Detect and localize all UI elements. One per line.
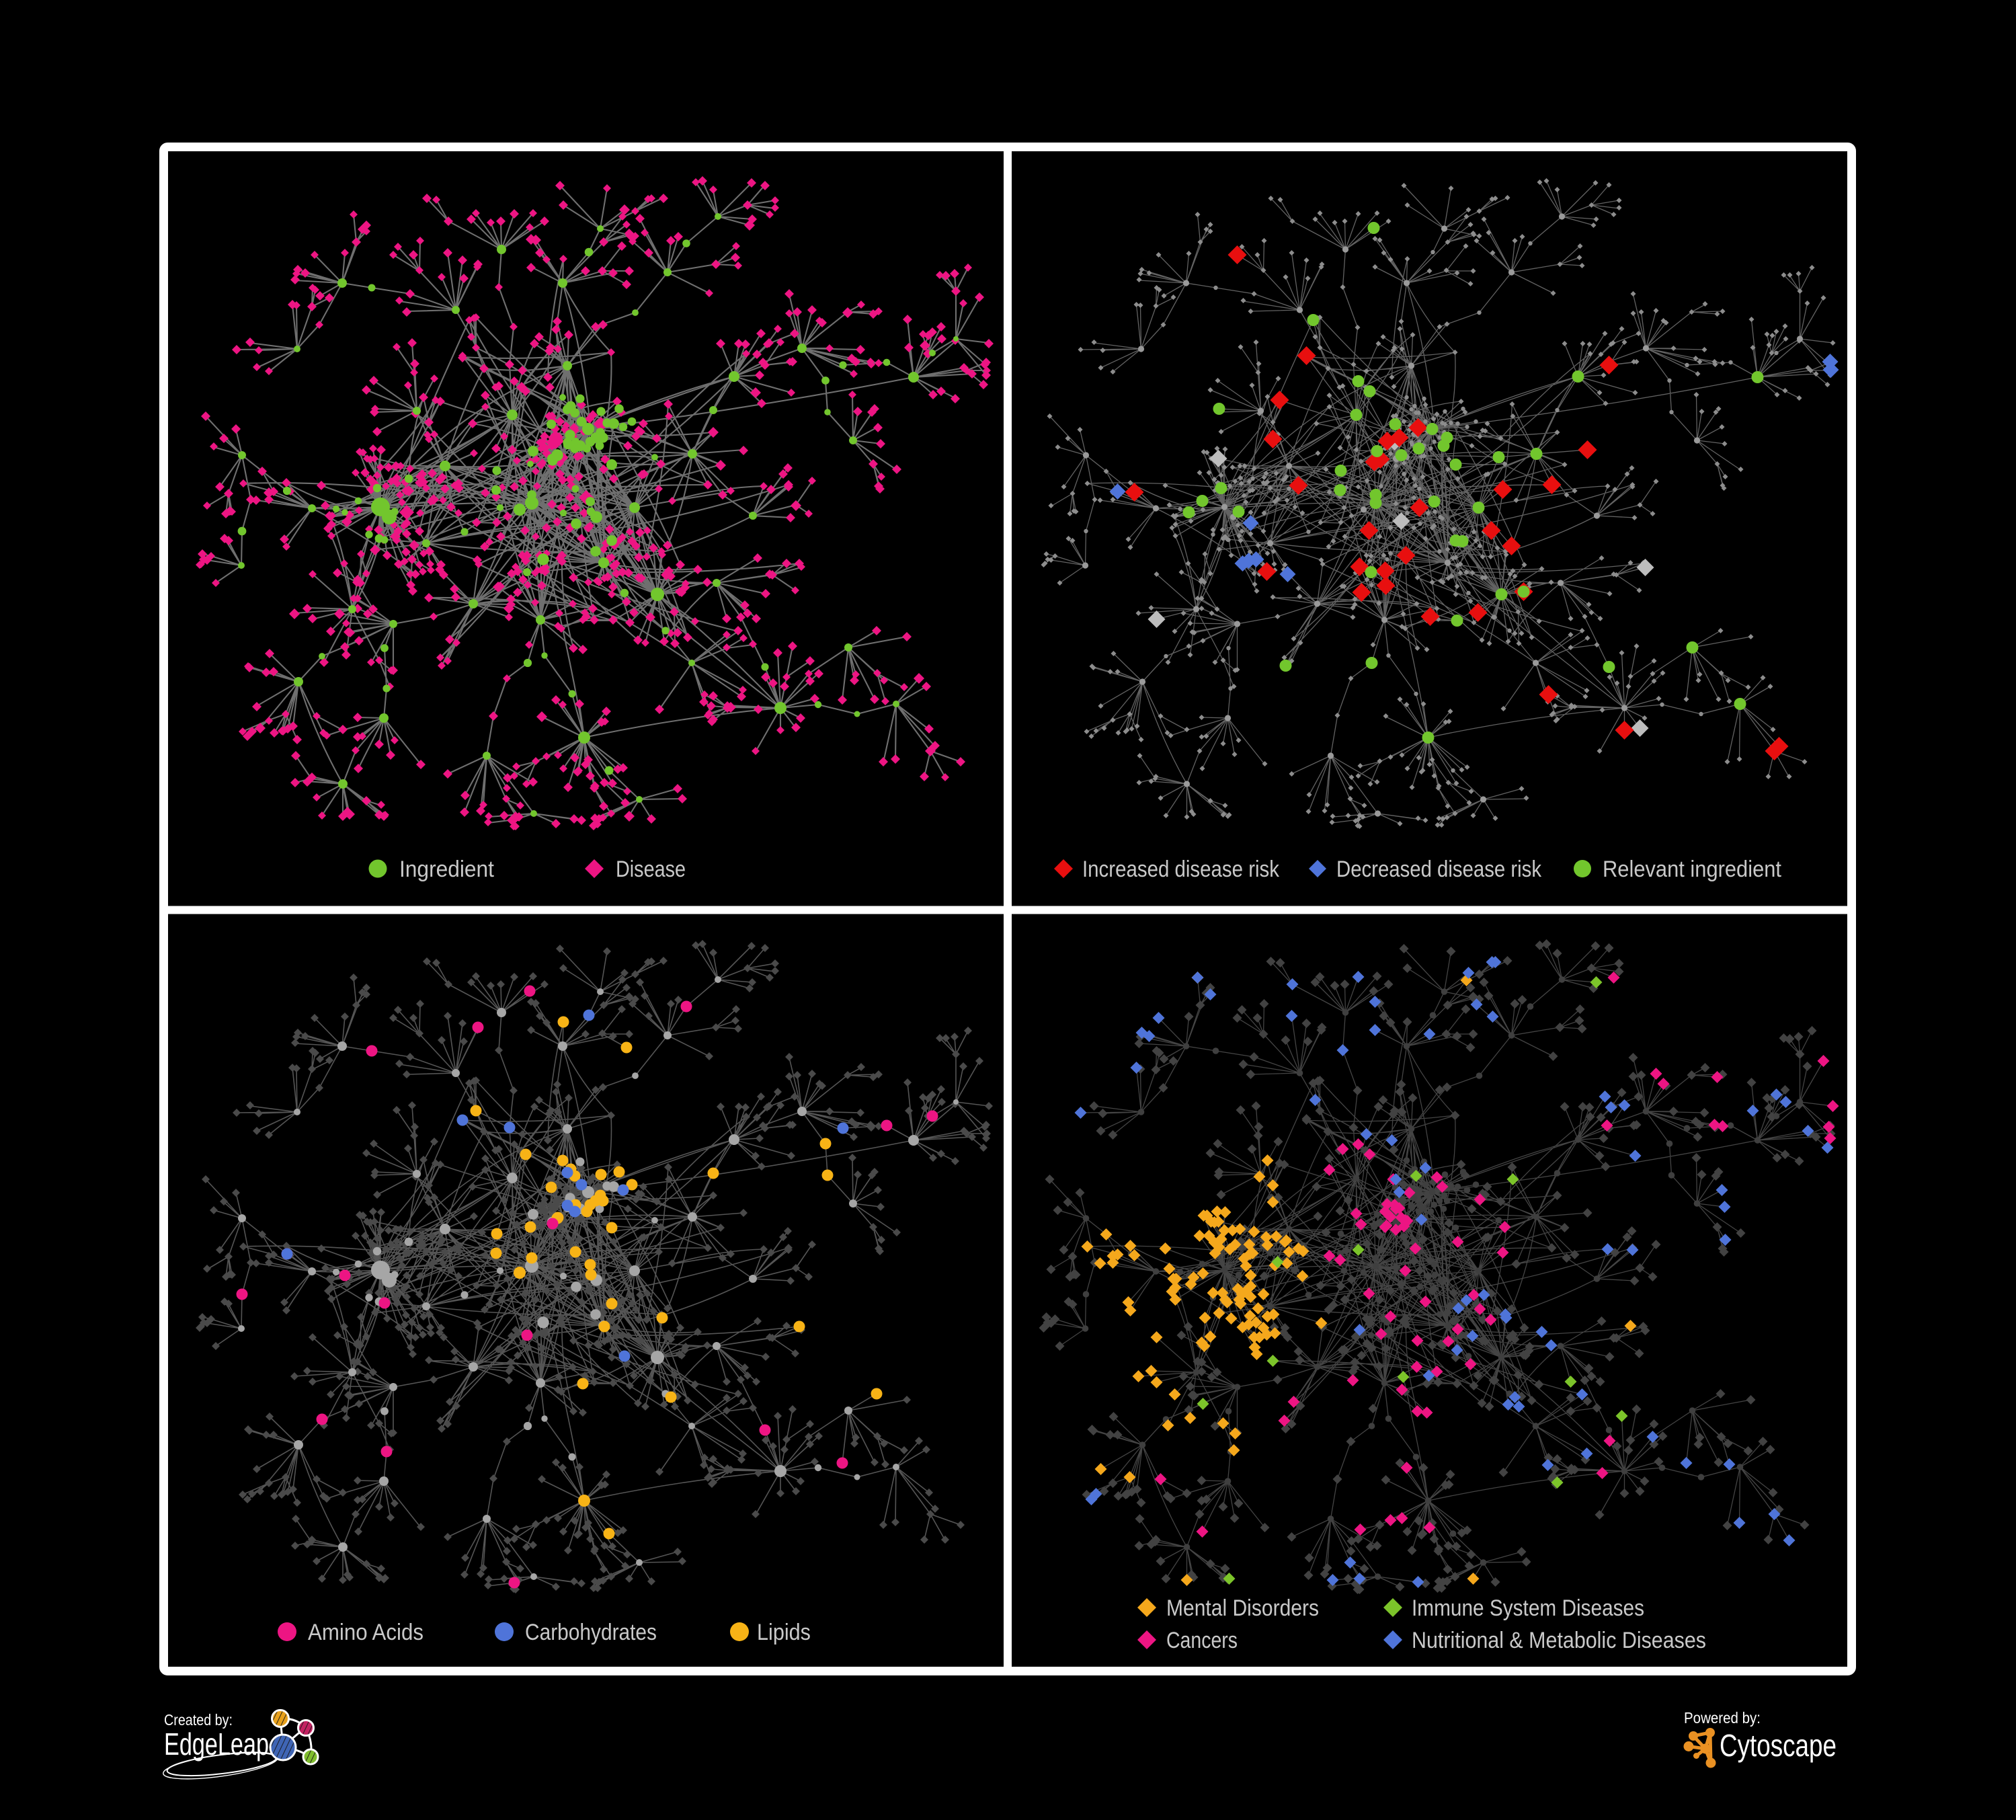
svg-text:Amino Acids: Amino Acids <box>308 1620 424 1645</box>
svg-text:Immune System Diseases: Immune System Diseases <box>1412 1595 1644 1621</box>
svg-text:Decreased disease risk: Decreased disease risk <box>1336 857 1542 882</box>
svg-text:Increased disease risk: Increased disease risk <box>1082 857 1280 882</box>
svg-text:Powered by:: Powered by: <box>1684 1709 1761 1727</box>
svg-text:Cytoscape: Cytoscape <box>1720 1728 1837 1763</box>
svg-text:Nutritional & Metabolic Diseas: Nutritional & Metabolic Diseases <box>1412 1628 1706 1653</box>
svg-text:Mental Disorders: Mental Disorders <box>1166 1595 1319 1621</box>
svg-text:Created by:: Created by: <box>164 1711 233 1729</box>
svg-text:Disease: Disease <box>616 857 686 882</box>
svg-text:Relevant ingredient: Relevant ingredient <box>1603 857 1782 882</box>
svg-text:Cancers: Cancers <box>1166 1628 1238 1653</box>
svg-text:Ingredient: Ingredient <box>399 857 495 882</box>
svg-text:Carbohydrates: Carbohydrates <box>525 1620 657 1645</box>
svg-text:EdgeLeap: EdgeLeap <box>164 1727 269 1762</box>
svg-text:Lipids: Lipids <box>757 1620 811 1645</box>
